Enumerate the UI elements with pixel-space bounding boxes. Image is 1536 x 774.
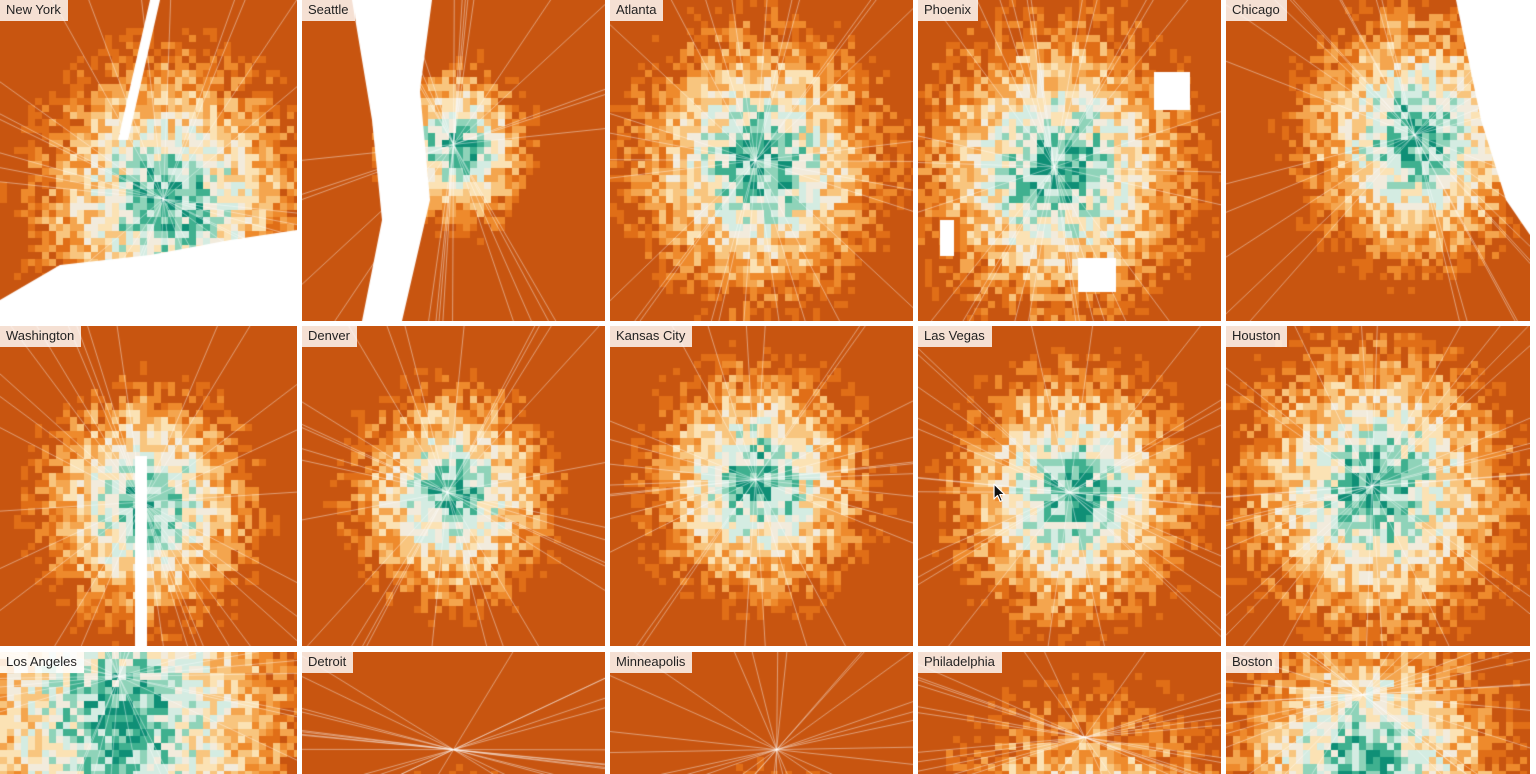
city-map-new-york[interactable]: New York [0,0,297,321]
city-label: Chicago [1226,0,1287,21]
city-map-philadelphia[interactable]: Philadelphia [918,652,1221,774]
city-map-houston[interactable]: Houston [1226,326,1530,646]
city-map-seattle[interactable]: Seattle [302,0,605,321]
city-map-chicago[interactable]: Chicago [1226,0,1530,321]
city-label: Denver [302,326,357,347]
city-label: Washington [0,326,82,347]
city-label: New York [0,0,68,21]
city-label: Los Angeles [0,652,84,673]
city-map-phoenix[interactable]: Phoenix [918,0,1221,321]
choropleth-map-icon [1226,326,1530,646]
city-label: Houston [1226,326,1288,347]
city-label: Minneapolis [610,652,693,673]
choropleth-map-icon [610,326,913,646]
choropleth-map-icon [0,0,297,321]
city-label: Seattle [302,0,356,21]
city-map-las-vegas[interactable]: Las Vegas [918,326,1221,646]
choropleth-map-icon [0,326,297,646]
city-map-boston[interactable]: Boston [1226,652,1530,774]
choropleth-map-icon [302,326,605,646]
city-map-los-angeles[interactable]: Los Angeles [0,652,297,774]
city-label: Atlanta [610,0,664,21]
city-map-atlanta[interactable]: Atlanta [610,0,913,321]
choropleth-map-icon [918,326,1221,646]
city-label: Kansas City [610,326,693,347]
choropleth-map-icon [610,0,913,321]
choropleth-map-icon [1226,0,1530,321]
city-map-washington[interactable]: Washington [0,326,297,646]
city-label: Detroit [302,652,354,673]
city-label: Philadelphia [918,652,1002,673]
city-label: Phoenix [918,0,978,21]
city-map-detroit[interactable]: Detroit [302,652,605,774]
city-map-minneapolis[interactable]: Minneapolis [610,652,913,774]
city-label: Boston [1226,652,1280,673]
city-map-denver[interactable]: Denver [302,326,605,646]
city-label: Las Vegas [918,326,992,347]
choropleth-map-icon [302,0,605,321]
choropleth-map-icon [918,0,1221,321]
city-map-kansas-city[interactable]: Kansas City [610,326,913,646]
